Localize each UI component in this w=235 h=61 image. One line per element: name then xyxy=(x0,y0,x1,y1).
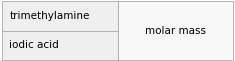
Bar xyxy=(2,1,118,30)
Text: iodic acid: iodic acid xyxy=(9,40,59,50)
Bar xyxy=(118,1,233,60)
Bar xyxy=(2,30,118,60)
Text: molar mass: molar mass xyxy=(145,25,206,36)
Text: trimethylamine: trimethylamine xyxy=(9,11,90,21)
